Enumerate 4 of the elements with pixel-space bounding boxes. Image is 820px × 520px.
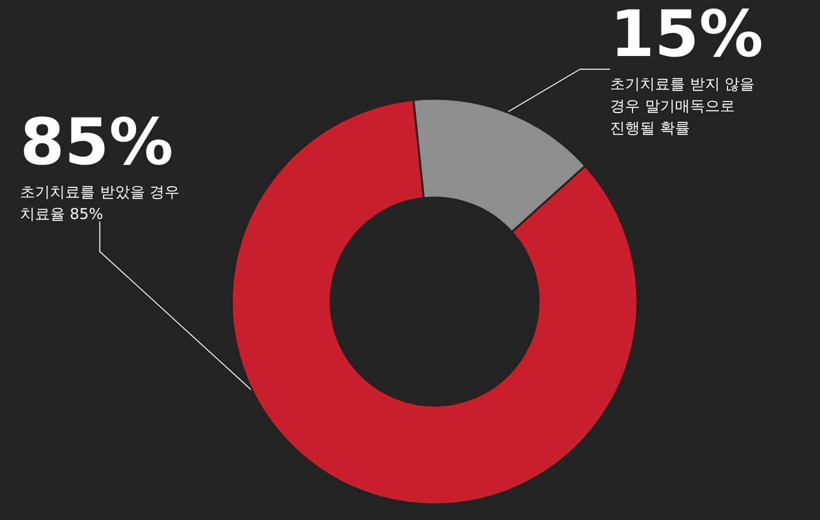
data-label: 85%: [20, 106, 174, 180]
slice-label: 초기치료를 받았을 경우 치료율 85%: [20, 183, 180, 223]
slice-label: 초기치료를 받지 않을 경우 말기매독으로 진행될 확률: [610, 75, 755, 137]
data-label: 15%: [610, 0, 764, 72]
